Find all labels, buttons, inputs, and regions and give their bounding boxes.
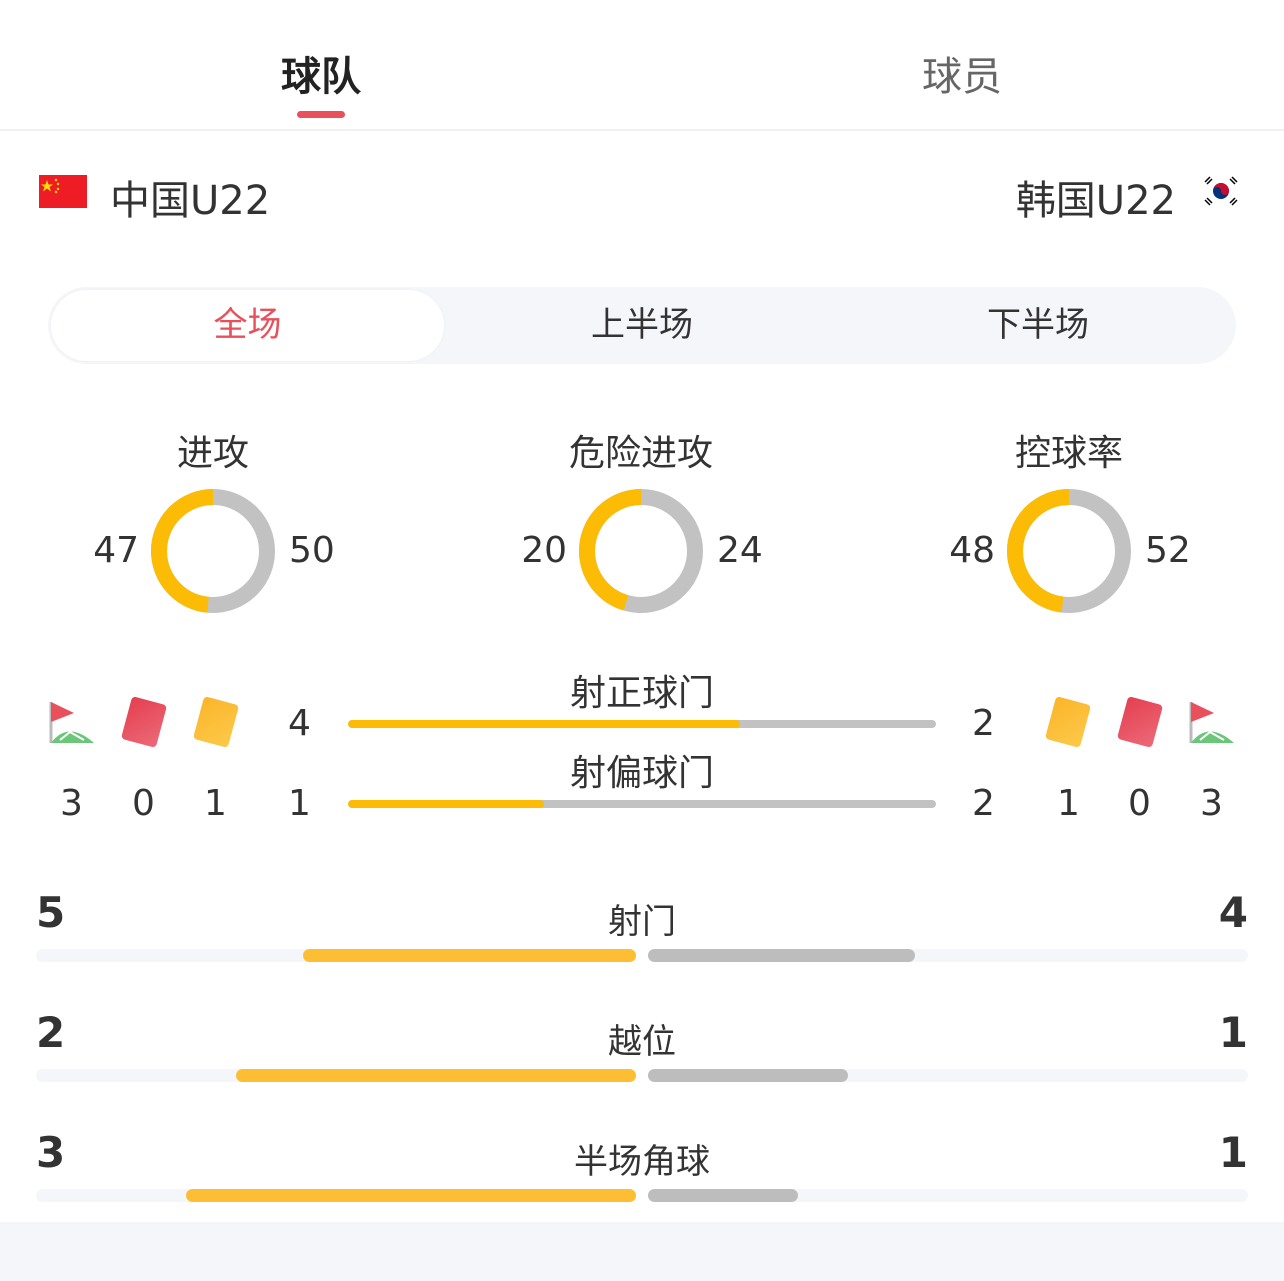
donut-away-value: 52 [1145, 530, 1191, 571]
stat-away-track [648, 1189, 1248, 1202]
tab-players[interactable]: 球员 [922, 54, 1002, 100]
away-red-cards: 0 [1128, 783, 1151, 824]
stat-away-value: 1 [1218, 1128, 1248, 1177]
stat-away-fill [648, 1069, 848, 1082]
stat-home-value: 2 [36, 1008, 66, 1057]
shot-bar-track [348, 720, 936, 728]
donut-home-arc [579, 489, 703, 613]
period-full-match[interactable]: 全场 [51, 290, 444, 361]
active-tab-indicator [297, 111, 345, 118]
stat-away-value: 4 [1218, 888, 1248, 937]
donut-home-arc [151, 489, 275, 613]
stat-home-track [36, 1069, 636, 1082]
shot-bar-title: 射偏球门 [569, 753, 714, 794]
divider [0, 129, 1284, 131]
stat-title: 半场角球 [574, 1142, 710, 1182]
stat-home-track [36, 949, 636, 962]
korea-flag-icon [1202, 174, 1240, 208]
stat-away-fill [648, 1189, 798, 1202]
donut-chart [1007, 489, 1131, 613]
shot-bar-away-value: 2 [972, 783, 995, 824]
stat-home-value: 5 [36, 888, 66, 937]
away-yellow-cards: 1 [1057, 783, 1080, 824]
period-second-half[interactable]: 下半场 [987, 305, 1089, 345]
donut-away-value: 24 [717, 530, 763, 571]
stat-away-value: 1 [1218, 1008, 1248, 1057]
yellow-card-icon [192, 696, 240, 748]
tab-team[interactable]: 球队 [281, 54, 361, 100]
red-card-icon [1116, 696, 1164, 748]
footer-area [0, 1222, 1284, 1281]
stat-home-value: 3 [36, 1128, 66, 1177]
shot-bar-home-fill [348, 720, 740, 728]
yellow-card-icon [1044, 696, 1092, 748]
stat-title: 射门 [608, 902, 676, 942]
donut-home-value: 48 [949, 530, 995, 571]
donut-title: 进攻 [176, 433, 249, 474]
donut-chart [151, 489, 275, 613]
donut-home-arc [1007, 489, 1131, 613]
donut-home-value: 47 [93, 530, 139, 571]
donut-title: 危险进攻 [568, 433, 713, 474]
stat-home-fill [236, 1069, 636, 1082]
stat-home-track [36, 1189, 636, 1202]
shot-bar-title: 射正球门 [569, 673, 714, 714]
period-first-half[interactable]: 上半场 [591, 305, 693, 345]
stat-title: 越位 [608, 1022, 676, 1062]
donut-home-value: 20 [521, 530, 567, 571]
home-corners: 3 [60, 783, 83, 824]
stat-away-track [648, 949, 1248, 962]
shot-bar-home-fill [348, 800, 544, 808]
away-team-name: 韩国U22 [1015, 178, 1176, 224]
stat-home-fill [302, 949, 636, 962]
red-card-icon [120, 696, 168, 748]
donut-title: 控球率 [1014, 433, 1123, 474]
home-red-cards: 0 [132, 783, 155, 824]
home-team-name: 中国U22 [110, 178, 271, 224]
stat-home-fill [186, 1189, 636, 1202]
corner-flag-icon [1189, 702, 1234, 743]
away-corners: 3 [1200, 783, 1223, 824]
shot-bar-track [348, 800, 936, 808]
donut-chart [579, 489, 703, 613]
donut-away-value: 50 [289, 530, 335, 571]
china-flag-icon [39, 175, 87, 208]
shot-bar-home-value: 1 [288, 783, 311, 824]
period-selector: 全场 上半场 下半场 [48, 287, 1236, 364]
stat-away-fill [648, 949, 915, 962]
shot-bar-home-value: 4 [288, 703, 311, 744]
stat-away-track [648, 1069, 1248, 1082]
shot-bar-away-value: 2 [972, 703, 995, 744]
home-yellow-cards: 1 [204, 783, 227, 824]
corner-flag-icon [49, 702, 94, 743]
